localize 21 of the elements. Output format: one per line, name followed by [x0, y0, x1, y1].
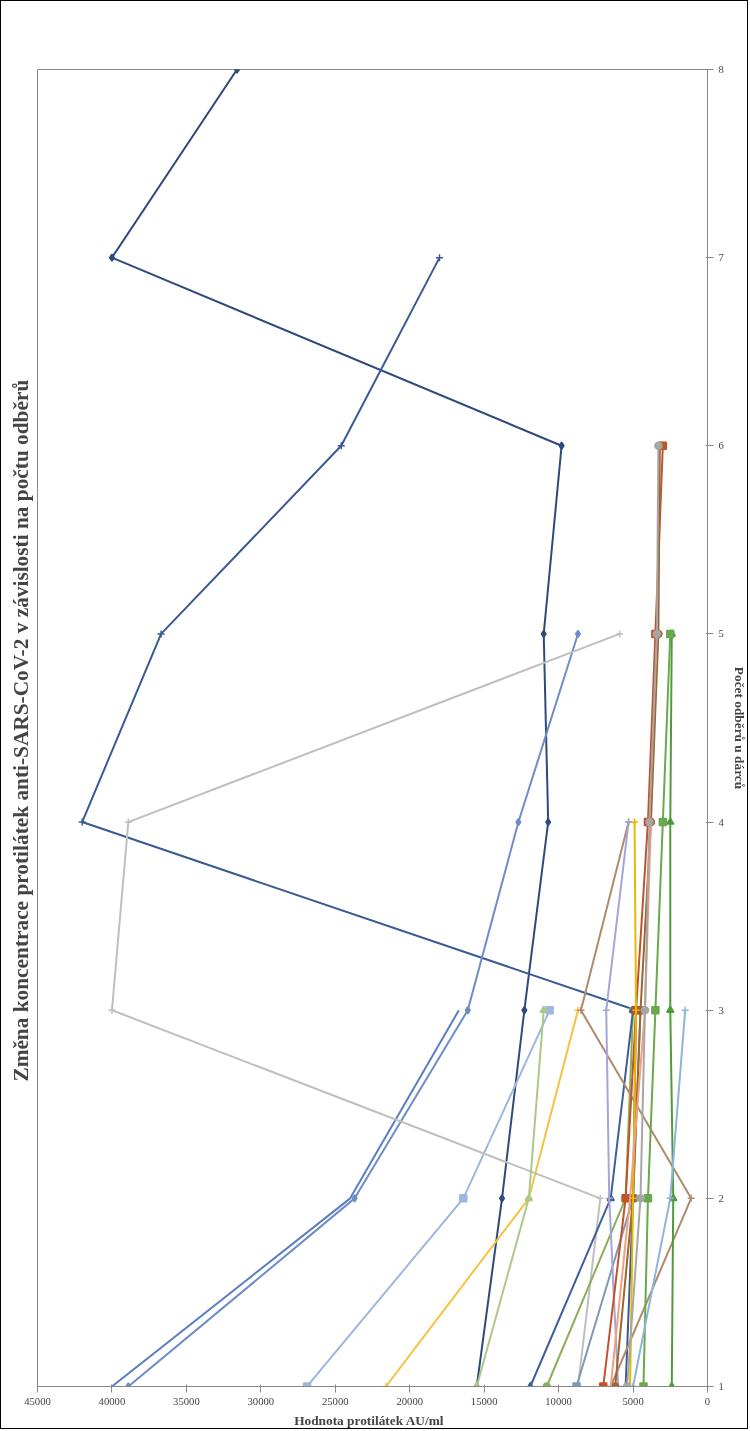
x-tick-label: 45000	[24, 1395, 51, 1407]
x-tick-label: 25000	[321, 1395, 349, 1407]
x-axis-title: Hodnota protilátek AU/ml	[294, 1412, 444, 1428]
x-tick-label: 0	[704, 1395, 711, 1407]
x-tick-label: 30000	[247, 1395, 275, 1407]
y-axis-title: Počet odběrů u dárců	[731, 666, 747, 790]
y-tick-label: 1	[718, 1381, 724, 1392]
x-tick-label: 40000	[98, 1395, 126, 1407]
x-tick-label: 20000	[396, 1395, 424, 1407]
y-tick-label: 4	[718, 816, 725, 828]
y-tick-label: 8	[718, 64, 724, 75]
text: Změna koncentrace protilátek anti-SARS-CoV-2 v závislosti na počtu odběrů	[8, 379, 33, 1082]
y-tick-label: 5	[718, 628, 724, 640]
y-tick-label: 7	[718, 252, 725, 264]
y-tick-label: 3	[718, 1004, 724, 1016]
x-tick-label: 35000	[173, 1395, 200, 1407]
x-tick-label: 10000	[545, 1395, 572, 1407]
x-tick-label: 15000	[470, 1395, 498, 1407]
y-tick-label: 6	[718, 440, 725, 452]
x-tick-label: 5000	[622, 1395, 644, 1407]
y-tick-label: 2	[718, 1192, 724, 1204]
